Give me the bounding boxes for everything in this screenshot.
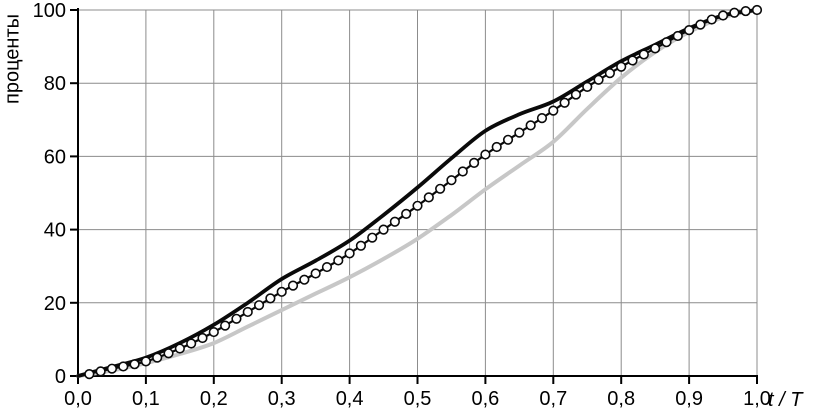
data-point-marker: [627, 55, 638, 66]
data-point-marker: [333, 255, 344, 266]
data-point-marker: [412, 200, 423, 211]
data-point-marker: [367, 232, 378, 243]
data-point-marker: [638, 49, 649, 60]
data-point-marker: [717, 10, 729, 21]
y-tick-label: 80: [44, 73, 66, 95]
data-point-marker: [287, 280, 299, 291]
data-point-marker: [491, 141, 502, 153]
data-point-marker: [208, 326, 219, 338]
x-tick-label: 0,5: [404, 388, 432, 410]
data-point-marker: [593, 74, 604, 85]
data-point-marker: [582, 81, 593, 92]
data-point-marker: [389, 216, 400, 227]
data-point-marker: [118, 361, 129, 372]
data-point-marker: [751, 4, 763, 16]
data-point-marker: [344, 248, 355, 259]
y-tick-label: 20: [44, 293, 66, 315]
y-tick-label: 60: [44, 146, 66, 168]
data-point-marker: [616, 61, 627, 72]
x-tick-label: 0,8: [607, 388, 635, 410]
x-tick-label: 0,7: [539, 388, 567, 410]
data-point-marker: [299, 274, 310, 285]
x-axis-title: t / T: [768, 389, 803, 411]
x-tick-label: 0,4: [336, 388, 364, 410]
data-point-marker: [129, 359, 140, 370]
data-point-marker: [740, 5, 751, 17]
y-axis-title: проценты: [1, 13, 24, 105]
data-point-marker: [446, 175, 457, 186]
x-tick-label: 0,0: [64, 388, 92, 410]
data-point-marker: [514, 127, 525, 138]
data-point-marker: [650, 43, 661, 54]
data-point-marker: [457, 166, 468, 177]
data-point-marker: [242, 306, 253, 318]
data-point-marker: [378, 224, 389, 235]
data-point-marker: [276, 286, 287, 297]
data-point-marker: [174, 343, 185, 354]
data-point-marker: [604, 68, 615, 79]
data-point-marker: [265, 293, 276, 304]
data-point-marker: [423, 192, 434, 203]
x-tick-label: 0,3: [268, 388, 296, 410]
data-point-marker: [310, 268, 321, 279]
data-point-marker: [321, 261, 333, 273]
data-point-marker: [570, 89, 582, 100]
data-point-marker: [729, 7, 740, 18]
data-point-marker: [706, 14, 717, 25]
thick-black-curve-line: [76, 8, 759, 378]
data-point-marker: [672, 30, 683, 42]
data-point-marker: [231, 313, 242, 324]
x-tick-label: 0,9: [675, 388, 703, 410]
data-point-marker: [502, 134, 514, 145]
data-point-marker: [186, 338, 197, 349]
y-tick-label: 100: [33, 0, 66, 22]
data-point-marker: [468, 157, 480, 168]
x-tick-label: 0,1: [132, 388, 160, 410]
data-point-marker: [525, 120, 536, 131]
data-point-marker: [106, 363, 118, 374]
data-point-marker: [220, 320, 231, 331]
data-point-marker: [559, 97, 570, 108]
data-point-marker: [661, 37, 672, 48]
x-tick-label: 0,6: [471, 388, 499, 410]
data-point-marker: [435, 183, 446, 194]
data-point-marker: [548, 105, 559, 116]
data-point-marker: [695, 19, 706, 30]
x-tick-label: 0,2: [200, 388, 228, 410]
data-point-marker: [197, 332, 208, 344]
x-tick-label: 1,0: [743, 388, 771, 410]
y-tick-label: 40: [44, 220, 66, 242]
data-point-marker: [84, 369, 95, 380]
data-point-marker: [253, 300, 265, 311]
data-point-marker: [355, 240, 367, 251]
data-point-marker: [536, 113, 548, 124]
data-point-marker: [152, 352, 163, 363]
data-point-marker: [140, 356, 151, 367]
data-point-marker: [95, 366, 106, 377]
data-point-marker: [683, 25, 695, 36]
y-tick-label: 0: [55, 366, 66, 388]
data-point-marker: [401, 208, 412, 219]
data-point-marker: [480, 149, 491, 160]
data-point-marker: [163, 348, 174, 359]
